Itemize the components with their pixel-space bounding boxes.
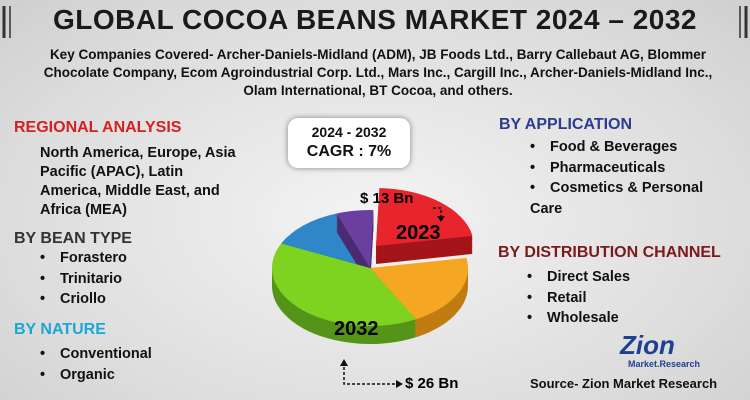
value-label: $ 26 Bn xyxy=(405,375,459,392)
title: GLOBAL COCOA BEANS MARKET 2024 – 2032 xyxy=(53,4,697,35)
logo: Zion xyxy=(620,330,675,360)
cagr-period: 2024 - 2032 xyxy=(311,124,387,140)
list-item: Food & Beverages xyxy=(530,137,735,158)
pie-chart xyxy=(271,188,473,344)
pie-slice xyxy=(336,210,374,268)
region-text: North America, Europe, Asia Pacific (APA… xyxy=(40,145,236,218)
list: ConventionalOrganic xyxy=(40,344,152,385)
list-item: Direct Sales xyxy=(527,267,630,288)
list: Food & BeveragesPharmaceuticalsCosmetics… xyxy=(530,137,735,219)
section-title: BY NATURE xyxy=(14,321,106,338)
source: Source- Zion Market Research xyxy=(530,376,718,391)
list-item: Trinitario xyxy=(40,269,127,290)
year-label: 2032 xyxy=(334,318,379,340)
list-item: Forastero xyxy=(40,248,127,269)
section-title: BY APPLICATION xyxy=(499,116,633,133)
list-item: Organic xyxy=(40,365,152,386)
pie-slice xyxy=(281,213,370,268)
cagr-label: CAGR : 7% xyxy=(306,143,392,160)
list-item: Conventional xyxy=(40,344,152,365)
list: Direct SalesRetailWholesale xyxy=(527,267,630,329)
section-title: REGIONAL ANALYSIS xyxy=(14,119,182,136)
section-title: BY DISTRIBUTION CHANNEL xyxy=(498,244,721,261)
year-label: 2023 xyxy=(396,222,441,244)
list-item: Cosmetics & Personal Care xyxy=(530,178,735,219)
list-item: Wholesale xyxy=(527,308,630,329)
list-item: Criollo xyxy=(40,289,127,310)
section-title: BY BEAN TYPE xyxy=(14,230,132,247)
pie-slice xyxy=(370,257,469,320)
list-item: Retail xyxy=(527,288,630,309)
companies: Key Companies Covered- Archer-Daniels-Mi… xyxy=(43,47,713,98)
logo-sub: Market.Research xyxy=(628,359,701,369)
list-item: Pharmaceuticals xyxy=(530,158,735,179)
pie-slice xyxy=(271,243,417,326)
value-label: $ 13 Bn xyxy=(360,190,414,207)
pie-slice xyxy=(376,188,473,246)
cagr-box: 2024 - 2032 CAGR : 7% xyxy=(288,118,410,168)
list: ForasteroTrinitarioCriollo xyxy=(40,248,127,310)
